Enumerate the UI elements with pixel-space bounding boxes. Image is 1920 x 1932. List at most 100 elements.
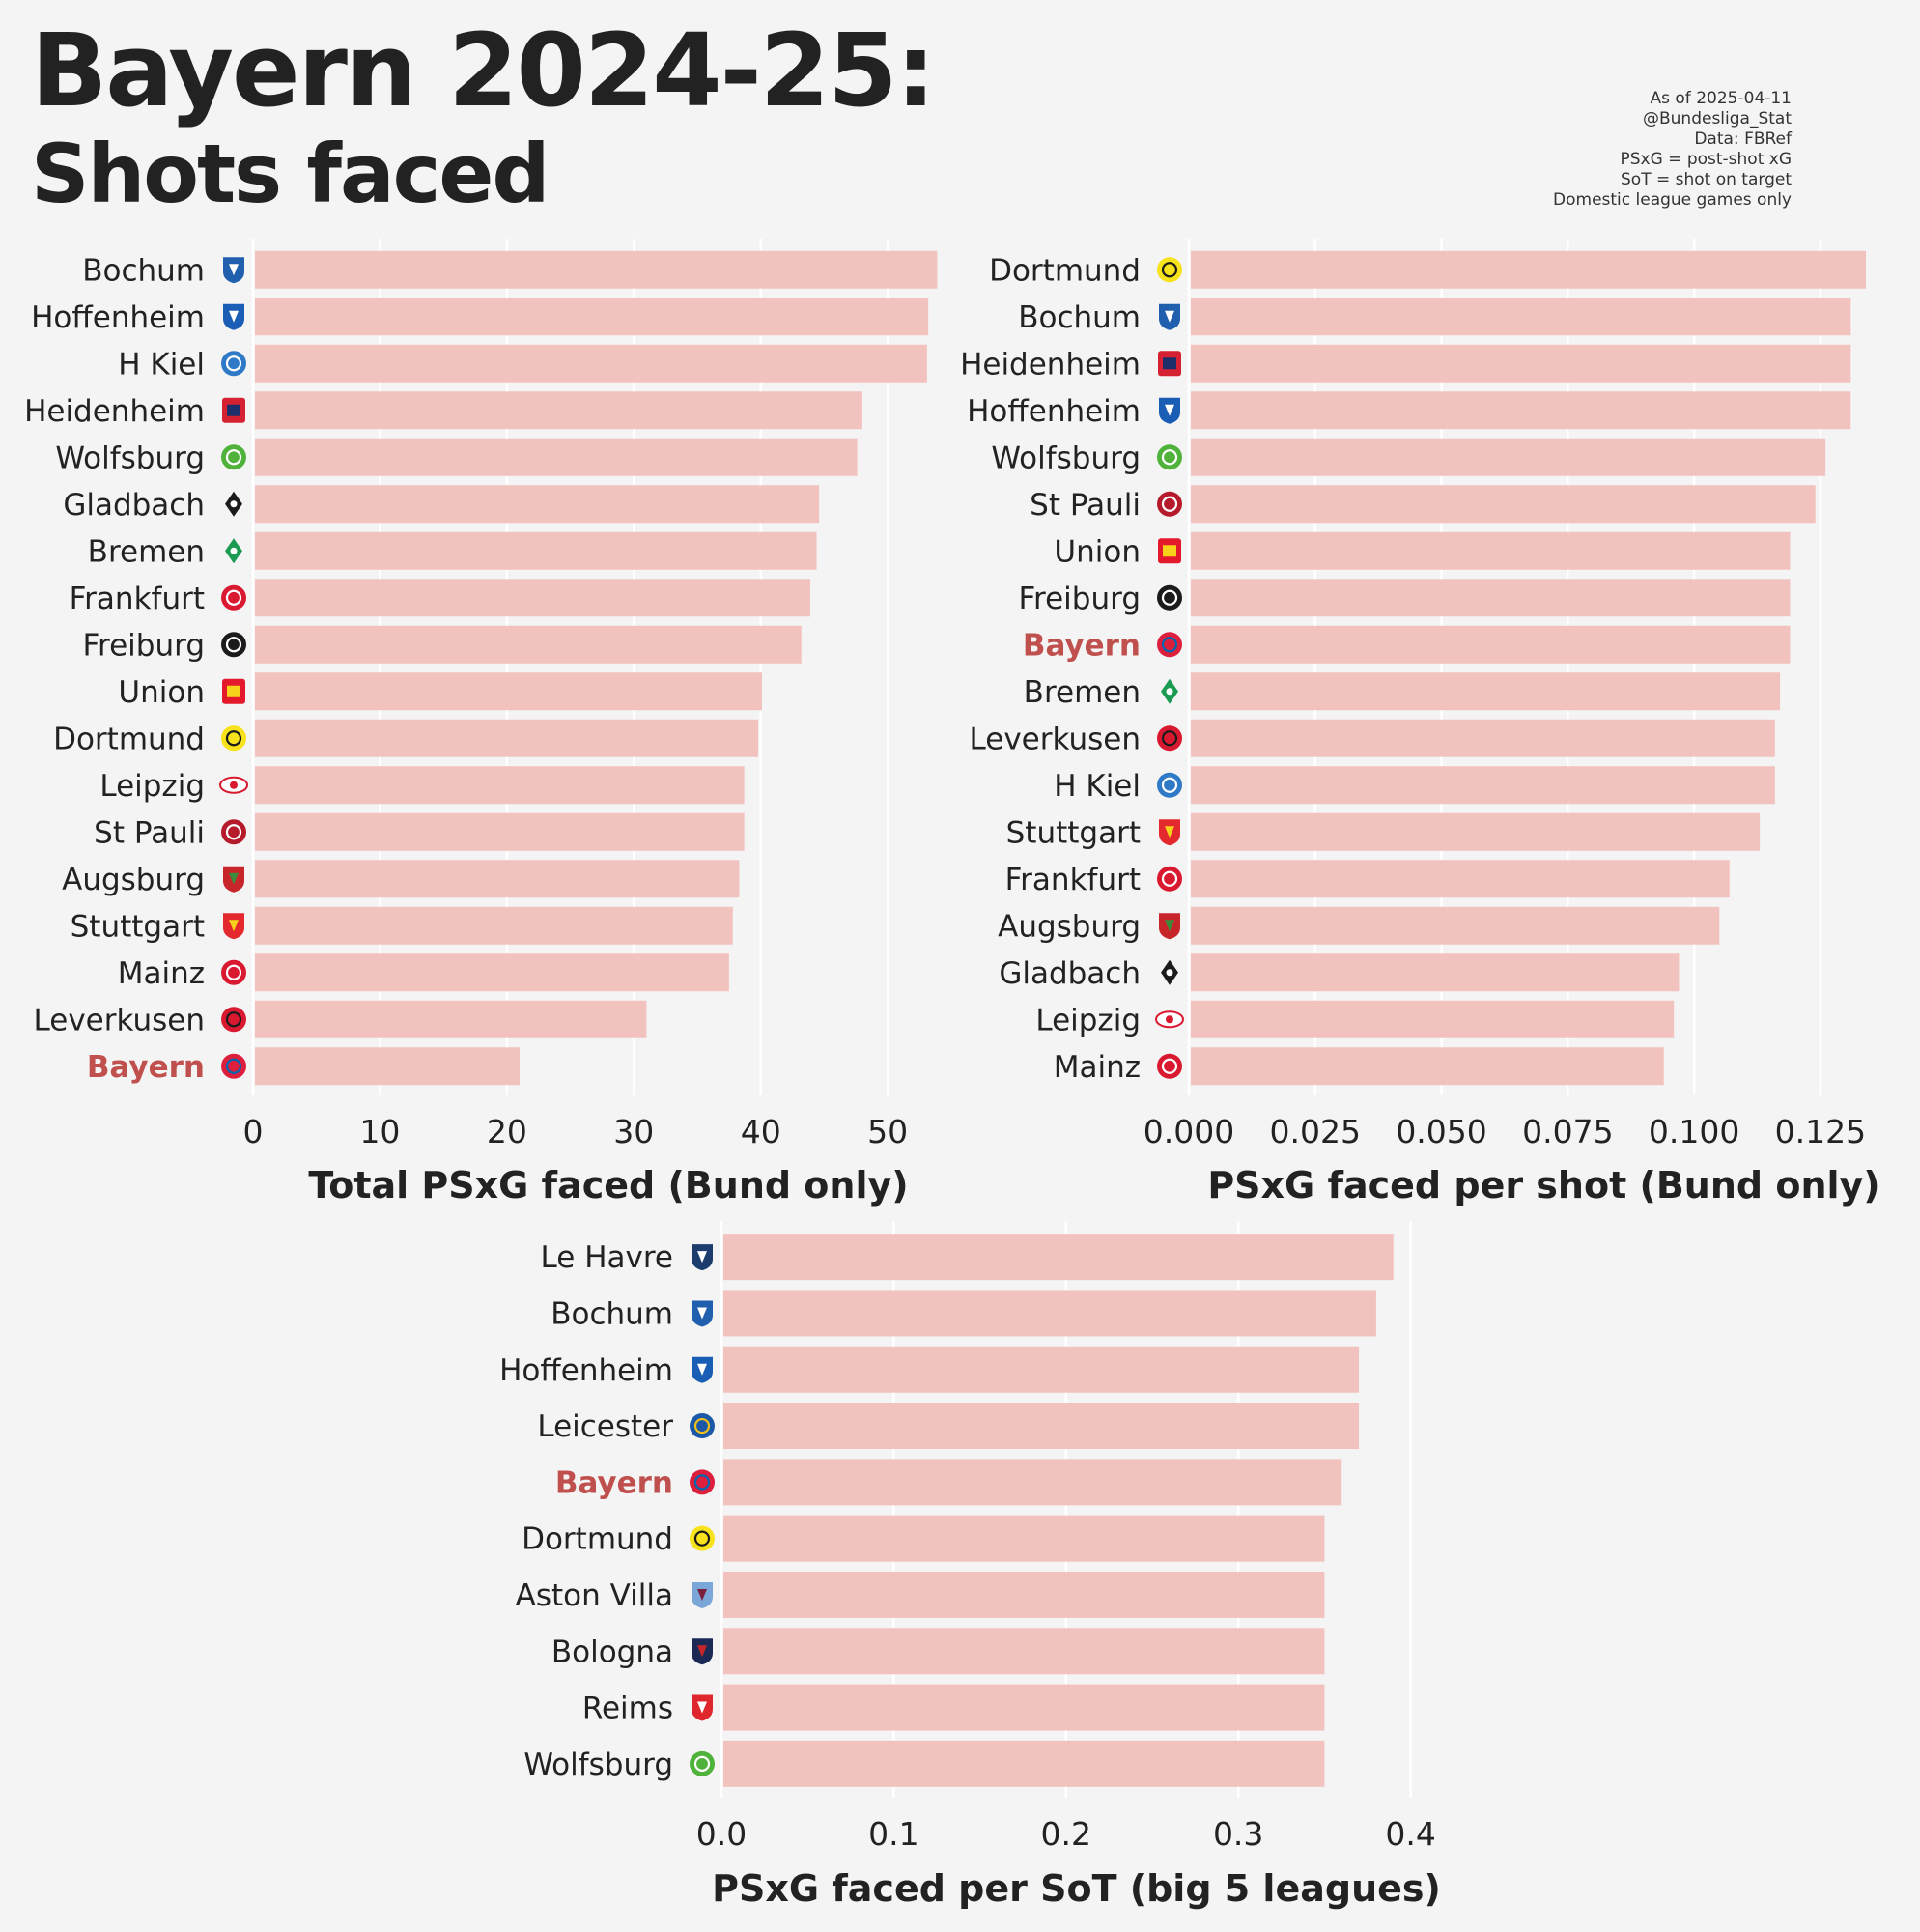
bar-frankfurt [1191, 860, 1730, 898]
crest-union-icon [1158, 538, 1181, 564]
bar-union [255, 672, 763, 711]
category-label-bochum: Bochum [82, 253, 205, 288]
crest-mainz-icon [1157, 1053, 1182, 1079]
category-label-st-pauli: St Pauli [94, 815, 205, 850]
bar-le-havre [723, 1234, 1394, 1281]
category-label-freiburg: Freiburg [82, 628, 205, 663]
category-label-augsburg: Augsburg [998, 909, 1141, 944]
category-label-bremen: Bremen [88, 534, 205, 569]
category-label-bayern: Bayern [555, 1465, 673, 1500]
crest-le-havre-icon [692, 1244, 713, 1271]
note-scope: Domestic league games only [1553, 190, 1792, 210]
category-label-stuttgart: Stuttgart [1006, 815, 1141, 850]
category-label-h-kiel: H Kiel [1054, 769, 1141, 804]
bar-stuttgart [255, 906, 733, 945]
crest-bayern-icon [1157, 632, 1182, 658]
bar-bremen [255, 531, 817, 570]
crest-reims-icon [692, 1694, 713, 1721]
bar-wolfsburg [255, 438, 858, 476]
category-label-bayern: Bayern [87, 1050, 205, 1085]
category-label-leicester: Leicester [537, 1409, 673, 1444]
x-axis-label: PSxG faced per SoT (big 5 leagues) [712, 1867, 1441, 1910]
x-tick-label-5: 0.125 [1775, 1113, 1866, 1151]
crest-leipzig-icon [1155, 1010, 1184, 1029]
note-data-source: Data: FBRef [1694, 129, 1792, 149]
crest-leverkusen-icon [221, 1007, 246, 1033]
crest-leverkusen-icon [1157, 725, 1182, 752]
crest-union-icon [222, 678, 245, 704]
category-label-reims: Reims [582, 1691, 673, 1726]
crest-freiburg-icon [221, 632, 246, 658]
category-label-union: Union [1054, 534, 1141, 569]
bar-st-pauli [1191, 485, 1816, 524]
x-tick-label-5: 50 [867, 1113, 908, 1151]
bar-st-pauli [255, 812, 745, 851]
category-label-gladbach: Gladbach [63, 488, 205, 523]
x-axis-label: Total PSxG faced (Bund only) [308, 1164, 908, 1207]
bar-augsburg [1191, 906, 1720, 945]
x-tick-label-0: 0.000 [1144, 1113, 1234, 1151]
crest-bochum-icon [692, 1300, 713, 1327]
chart-title: Bayern 2024-25: [31, 12, 936, 129]
crest-bayern-icon [221, 1053, 246, 1079]
category-label-h-kiel: H Kiel [118, 347, 205, 382]
bar-dortmund [723, 1515, 1325, 1562]
category-label-gladbach: Gladbach [999, 956, 1141, 991]
bar-augsburg [255, 860, 740, 898]
x-tick-label-2: 0.2 [1041, 1815, 1091, 1853]
bar-leverkusen [255, 1000, 647, 1038]
crest-mainz-icon [221, 959, 246, 985]
crest-hoffenheim-icon [223, 303, 244, 330]
category-label-mainz: Mainz [1054, 1050, 1141, 1085]
category-label-augsburg: Augsburg [62, 863, 205, 897]
category-label-hoffenheim: Hoffenheim [967, 394, 1141, 429]
bar-bayern [723, 1459, 1342, 1506]
bar-frankfurt [255, 579, 810, 617]
bar-reims [723, 1684, 1325, 1731]
crest-heidenheim-icon [222, 397, 245, 423]
category-label-dortmund: Dortmund [53, 722, 205, 756]
category-label-leipzig: Leipzig [1035, 1003, 1141, 1037]
crest-bochum-icon [1159, 303, 1180, 330]
bar-aston-villa [723, 1571, 1325, 1618]
note-author: @Bundesliga_Stat [1642, 109, 1792, 128]
x-tick-label-2: 20 [487, 1113, 527, 1151]
category-label-hoffenheim: Hoffenheim [499, 1353, 673, 1388]
crest-h-kiel-icon [1157, 772, 1182, 798]
crest-heidenheim-icon [1158, 351, 1181, 377]
note-psxg-definition: PSxG = post-shot xG [1620, 150, 1792, 169]
crest-frankfurt-icon [221, 584, 246, 611]
bar-union [1191, 531, 1791, 570]
bar-bayern [255, 1047, 520, 1086]
category-label-frankfurt: Frankfurt [1005, 863, 1141, 897]
bar-bochum [1191, 298, 1851, 336]
x-tick-label-1: 0.1 [868, 1815, 918, 1853]
bar-heidenheim [1191, 344, 1851, 383]
x-tick-label-1: 0.025 [1270, 1113, 1361, 1151]
crest-hoffenheim-icon [1159, 397, 1180, 424]
bar-hoffenheim [723, 1346, 1360, 1393]
x-tick-label-3: 0.3 [1213, 1815, 1263, 1853]
crest-aston-villa-icon [692, 1581, 713, 1608]
category-label-leverkusen: Leverkusen [970, 722, 1141, 756]
category-label-wolfsburg: Wolfsburg [991, 440, 1141, 475]
bar-heidenheim [255, 391, 862, 430]
crest-bremen-icon [1161, 678, 1178, 704]
x-tick-label-0: 0 [243, 1113, 264, 1151]
crest-wolfsburg-icon [1157, 444, 1182, 470]
category-label-wolfsburg: Wolfsburg [523, 1747, 673, 1782]
bar-gladbach [1191, 953, 1680, 992]
bar-leipzig [1191, 1000, 1675, 1038]
category-label-bayern: Bayern [1023, 628, 1141, 663]
chart-subtitle: Shots faced [31, 127, 551, 221]
x-tick-label-2: 0.050 [1396, 1113, 1486, 1151]
crest-leicester-icon [690, 1413, 715, 1439]
bar-mainz [255, 953, 729, 992]
bar-bochum [255, 250, 938, 289]
bar-dortmund [1191, 250, 1866, 289]
bar-freiburg [1191, 579, 1791, 617]
note-sot-definition: SoT = shot on target [1621, 170, 1792, 189]
crest-st-pauli-icon [221, 819, 246, 845]
crest-bologna-icon [692, 1638, 713, 1665]
bar-freiburg [255, 625, 802, 664]
